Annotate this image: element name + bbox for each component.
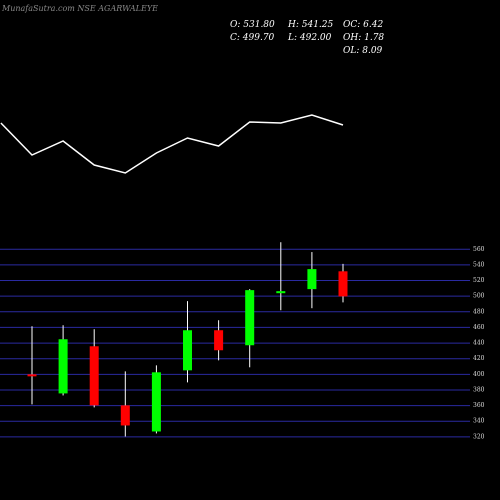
candle-body xyxy=(89,346,99,406)
candle-body xyxy=(183,330,192,371)
y-tick-label: 420 xyxy=(473,355,485,362)
candle-body xyxy=(338,271,348,297)
stat: OH: 1.78 xyxy=(343,33,384,43)
y-tick-label: 460 xyxy=(473,324,485,331)
stat: OC: 6.42 xyxy=(343,20,383,30)
candle-body xyxy=(276,291,286,294)
candle-body xyxy=(307,269,317,290)
candle-body xyxy=(214,330,224,351)
y-tick-label: 500 xyxy=(473,293,485,300)
candle-body xyxy=(27,374,37,377)
y-tick-label: 380 xyxy=(473,386,485,393)
y-tick-label: 340 xyxy=(473,418,485,425)
stat: OL: 8.09 xyxy=(343,46,383,56)
candle-body xyxy=(58,339,68,394)
y-tick-label: 440 xyxy=(473,340,485,347)
stat: H: 541.25 xyxy=(287,20,334,30)
y-tick-label: 480 xyxy=(473,308,485,315)
stat: O: 531.80 xyxy=(230,20,275,30)
y-tick-label: 360 xyxy=(473,402,485,409)
candle-body xyxy=(151,372,161,432)
y-tick-label: 320 xyxy=(473,433,485,440)
y-tick-label: 540 xyxy=(473,261,485,268)
stat: C: 499.70 xyxy=(230,33,275,43)
y-tick-label: 520 xyxy=(473,277,485,284)
y-tick-label: 400 xyxy=(473,371,485,378)
chart-title: MunafaSutra.com NSE AGARWALEYE xyxy=(1,4,158,13)
candle-body xyxy=(120,405,130,426)
stat: L: 492.00 xyxy=(287,33,332,43)
y-tick-label: 560 xyxy=(473,246,485,253)
candle-body xyxy=(245,290,255,346)
line xyxy=(0,114,344,174)
